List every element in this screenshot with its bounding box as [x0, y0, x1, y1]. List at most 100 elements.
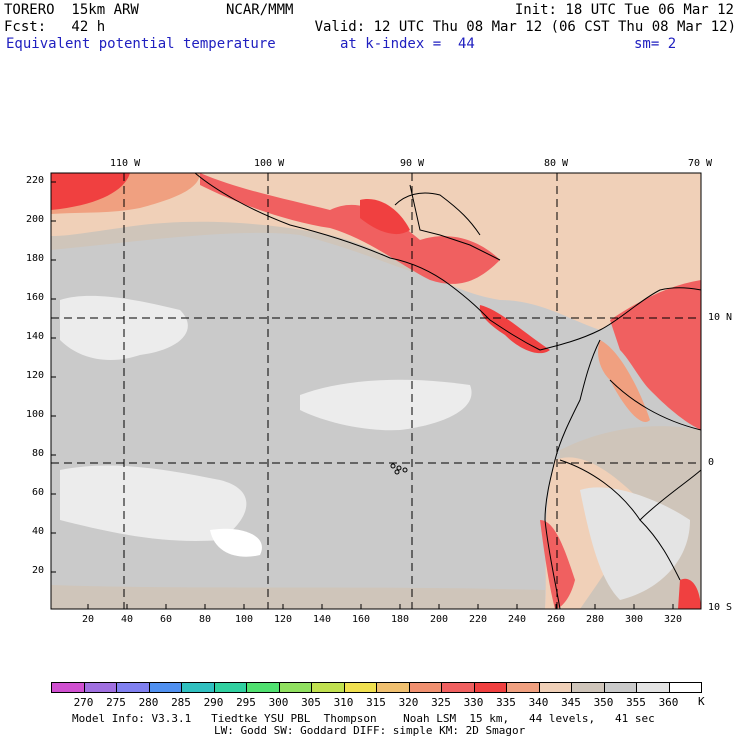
lon-label-70w: 70 W [688, 158, 713, 169]
colorbar-swatch [213, 682, 247, 693]
colorbar-swatch [571, 682, 605, 693]
x-label: 180 [391, 614, 410, 625]
colorbar-label: 360 [658, 696, 679, 709]
x-label: 200 [430, 614, 449, 625]
map-frame [50, 172, 702, 610]
colorbar-label: 345 [561, 696, 581, 709]
x-label: 280 [586, 614, 605, 625]
forecast-hour: Fcst: 42 h [4, 19, 106, 35]
lat-label-0: 0 [708, 457, 715, 468]
y-label: 20 [32, 565, 45, 576]
colorbar-unit: K [698, 695, 705, 708]
x-label: 300 [625, 614, 644, 625]
center-label: NCAR/MMM [226, 2, 294, 18]
colorbar-swatch [181, 682, 215, 693]
lat-label-10s: 10 S [708, 602, 733, 613]
y-label: 100 [26, 409, 45, 420]
y-label: 180 [26, 253, 45, 264]
field-red-costarica [479, 305, 550, 354]
colorbar-label: 355 [626, 696, 646, 709]
colorbar-label: 305 [301, 696, 321, 709]
lat-lon-grid [51, 173, 701, 609]
colorbar-swatch [473, 682, 507, 693]
field-red-guatemala [200, 173, 500, 284]
valid-time: Valid: 12 UTC Thu 08 Mar 12 (06 CST Thu … [314, 19, 736, 35]
coastlines [194, 173, 701, 609]
y-label: 160 [26, 292, 45, 303]
colorbar-label: 310 [333, 696, 354, 709]
colorbar-swatch [343, 682, 377, 693]
colorbar-label: 280 [138, 696, 159, 709]
colorbar-label: 295 [236, 696, 256, 709]
y-label: 200 [26, 214, 45, 225]
field-red-patch-se [678, 578, 701, 609]
colorbar-swatch [83, 682, 117, 693]
colorbar-swatch [441, 682, 475, 693]
field-peach-north [51, 173, 701, 330]
colorbar-label: 330 [463, 696, 484, 709]
x-label: 140 [313, 614, 332, 625]
colorbar-swatch [668, 682, 702, 693]
colorbar-label: 275 [106, 696, 126, 709]
x-label: 240 [508, 614, 527, 625]
field-red-mexico [51, 173, 130, 210]
axis-ticks [51, 181, 674, 609]
field-white-south-patch [210, 528, 262, 557]
colorbar-label: 340 [528, 696, 549, 709]
x-label: 320 [664, 614, 683, 625]
colorbar-label: 290 [203, 696, 224, 709]
lon-label-110w: 110 W [110, 158, 141, 169]
colorbar-swatch [636, 682, 670, 693]
colorbar-label: 350 [593, 696, 614, 709]
colorbar-swatch [408, 682, 442, 693]
field-name: Equivalent potential temperature [6, 36, 276, 52]
y-label: 220 [26, 175, 45, 186]
x-label: 60 [160, 614, 173, 625]
colorbar-label: 300 [268, 696, 289, 709]
colorbar-swatch [116, 682, 150, 693]
y-label: 140 [26, 331, 45, 342]
colorbar-swatch [506, 682, 540, 693]
lon-label-90w: 90 W [400, 158, 425, 169]
lon-label-100w: 100 W [254, 158, 285, 169]
model-title: TORERO 15km ARW [4, 2, 139, 18]
x-label: 80 [199, 614, 212, 625]
colorbar-label: 270 [73, 696, 94, 709]
field-light-east [580, 487, 690, 600]
colorbar-label: 335 [496, 696, 516, 709]
colorbar-swatch [148, 682, 182, 693]
colorbar-label: 320 [398, 696, 419, 709]
lon-label-80w: 80 W [544, 158, 569, 169]
colorbar-swatch [538, 682, 572, 693]
field-salmon-colombia [598, 340, 650, 422]
colorbar-swatch [311, 682, 345, 693]
field-white-southwest [60, 465, 247, 541]
lat-label-10n: 10 N [708, 312, 733, 323]
x-label: 120 [274, 614, 293, 625]
x-label: 160 [352, 614, 371, 625]
colorbar-swatch [246, 682, 280, 693]
y-label: 60 [32, 487, 45, 498]
y-label: 80 [32, 448, 45, 459]
field-white-center [300, 379, 472, 431]
colorbar-label: 315 [366, 696, 386, 709]
x-label: 220 [469, 614, 488, 625]
y-label: 40 [32, 526, 45, 537]
colorbar-label: 325 [431, 696, 451, 709]
galapagos-islands [390, 463, 408, 475]
colorbar-label: 285 [171, 696, 191, 709]
model-info-line1: Model Info: V3.3.1 Tiedtke YSU PBL Thomp… [72, 712, 655, 725]
init-time: Init: 18 UTC Tue 06 Mar 12 [514, 2, 734, 18]
colorbar-swatch [376, 682, 410, 693]
smoothing-label: sm= 2 [634, 36, 677, 52]
x-label: 260 [547, 614, 566, 625]
colorbar-swatch [51, 682, 85, 693]
colorbar-swatch [603, 682, 637, 693]
x-label: 20 [82, 614, 95, 625]
x-label: 40 [121, 614, 134, 625]
y-label: 120 [26, 370, 45, 381]
colorbar-swatch [278, 682, 312, 693]
x-label: 100 [235, 614, 254, 625]
field-white-west [60, 295, 188, 360]
